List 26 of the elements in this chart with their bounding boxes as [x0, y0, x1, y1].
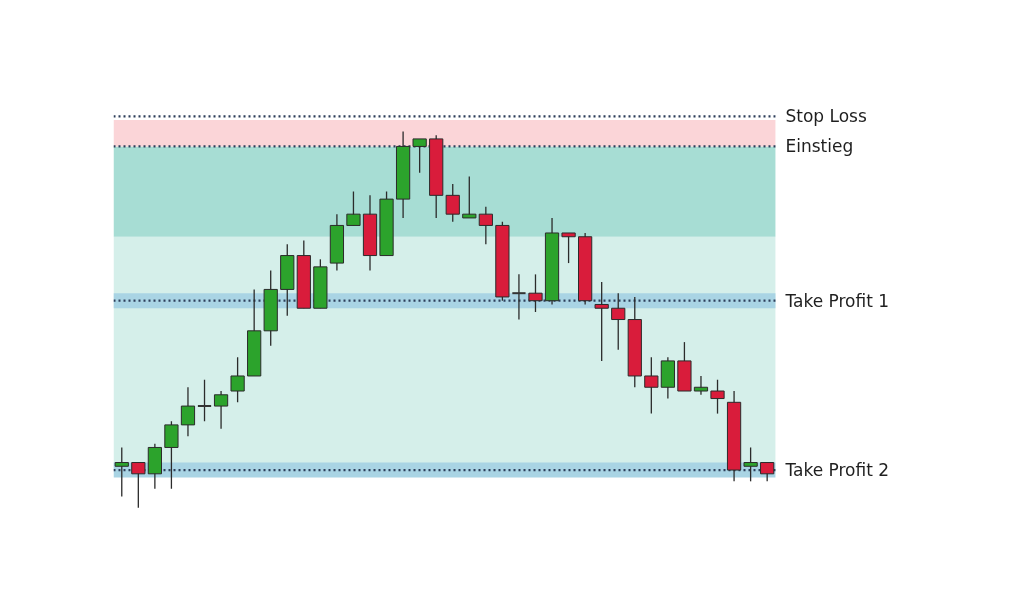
candlestick	[114, 446, 129, 498]
candlestick	[611, 292, 626, 351]
candlestick	[594, 281, 609, 362]
candlestick	[346, 190, 361, 227]
candlestick	[743, 446, 758, 482]
candlestick	[511, 273, 527, 321]
candlestick	[196, 379, 213, 422]
candlestick	[478, 205, 493, 245]
candlestick	[644, 356, 659, 415]
candlestick	[412, 138, 427, 174]
candlestick	[710, 379, 725, 415]
candlestick	[131, 461, 146, 509]
candlestick	[445, 183, 460, 223]
ref-line-label: Take Profit 2	[784, 460, 890, 481]
candlestick	[164, 420, 179, 490]
candlestick	[561, 232, 576, 264]
ref-line-label: Take Profit 1	[784, 290, 890, 311]
candlestick	[760, 461, 775, 482]
ref-line-label: Stop Loss	[785, 106, 867, 127]
candlestick	[213, 390, 229, 430]
ref-line-label: Einstieg	[785, 136, 854, 157]
candlestick	[528, 273, 543, 313]
candlestick	[180, 386, 196, 437]
candlestick	[230, 356, 245, 403]
candlestick	[462, 175, 477, 219]
candlestick	[693, 375, 709, 396]
